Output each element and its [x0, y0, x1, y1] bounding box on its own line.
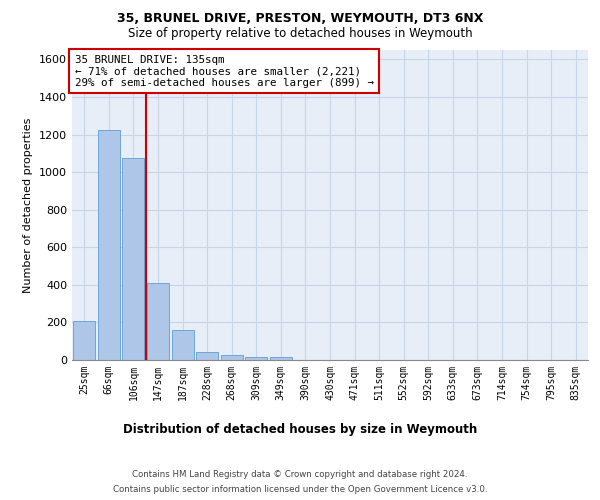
- Text: Size of property relative to detached houses in Weymouth: Size of property relative to detached ho…: [128, 28, 472, 40]
- Bar: [221, 355, 243, 360]
- Bar: [122, 158, 145, 360]
- Text: Contains HM Land Registry data © Crown copyright and database right 2024.: Contains HM Land Registry data © Crown c…: [132, 470, 468, 479]
- Text: 35 BRUNEL DRIVE: 135sqm
← 71% of detached houses are smaller (2,221)
29% of semi: 35 BRUNEL DRIVE: 135sqm ← 71% of detache…: [74, 54, 374, 88]
- Bar: [73, 322, 95, 360]
- Text: 35, BRUNEL DRIVE, PRESTON, WEYMOUTH, DT3 6NX: 35, BRUNEL DRIVE, PRESTON, WEYMOUTH, DT3…: [117, 12, 483, 26]
- Bar: [147, 283, 169, 360]
- Text: Distribution of detached houses by size in Weymouth: Distribution of detached houses by size …: [123, 422, 477, 436]
- Bar: [98, 130, 120, 360]
- Bar: [196, 352, 218, 360]
- Bar: [172, 330, 194, 360]
- Y-axis label: Number of detached properties: Number of detached properties: [23, 118, 34, 292]
- Text: Contains public sector information licensed under the Open Government Licence v3: Contains public sector information licen…: [113, 485, 487, 494]
- Bar: [270, 357, 292, 360]
- Bar: [245, 356, 268, 360]
